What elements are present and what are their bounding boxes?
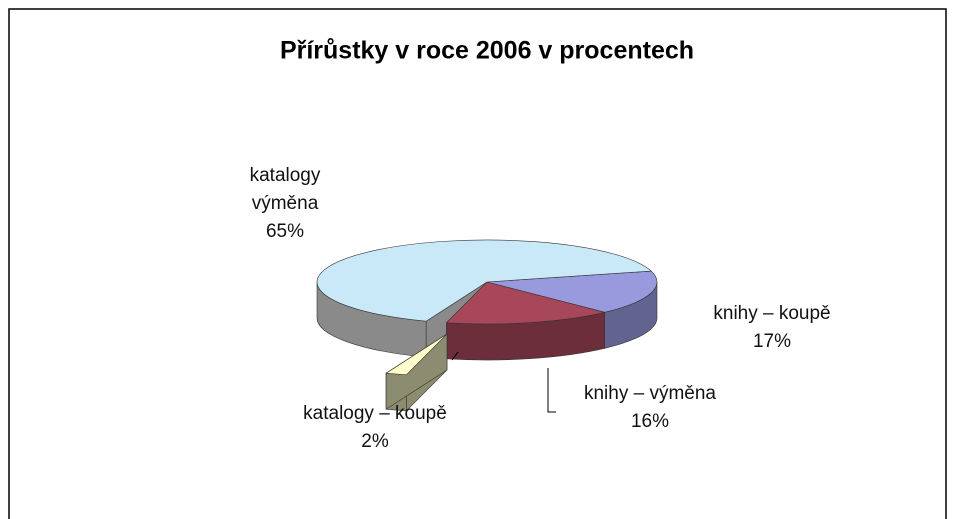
data-label: knihy – koupě 17% <box>677 300 867 356</box>
value-label: 2% <box>361 431 389 452</box>
category-label: knihy – výměna <box>583 383 716 404</box>
category-label: knihy – koupě <box>713 303 831 324</box>
pie-slice <box>445 281 605 325</box>
pie-slice <box>486 270 658 313</box>
value-label: 17% <box>752 331 792 352</box>
value-label: 65% <box>265 221 305 242</box>
data-label: katalogy výměna 65% <box>225 162 345 246</box>
chart-title: Přírůstky v roce 2006 v procentech <box>280 37 694 65</box>
leader-line <box>451 351 459 361</box>
category-label: katalogy výměna <box>249 165 321 214</box>
leader-line <box>547 368 556 413</box>
value-label: 16% <box>630 411 670 432</box>
chart-frame <box>8 8 947 519</box>
pie-slice <box>385 333 448 376</box>
pie-slice <box>316 239 652 322</box>
data-label: knihy – výměna 16% <box>565 380 735 436</box>
category-label: katalogy – koupě <box>303 403 447 424</box>
data-label: katalogy – koupě 2% <box>300 400 450 456</box>
